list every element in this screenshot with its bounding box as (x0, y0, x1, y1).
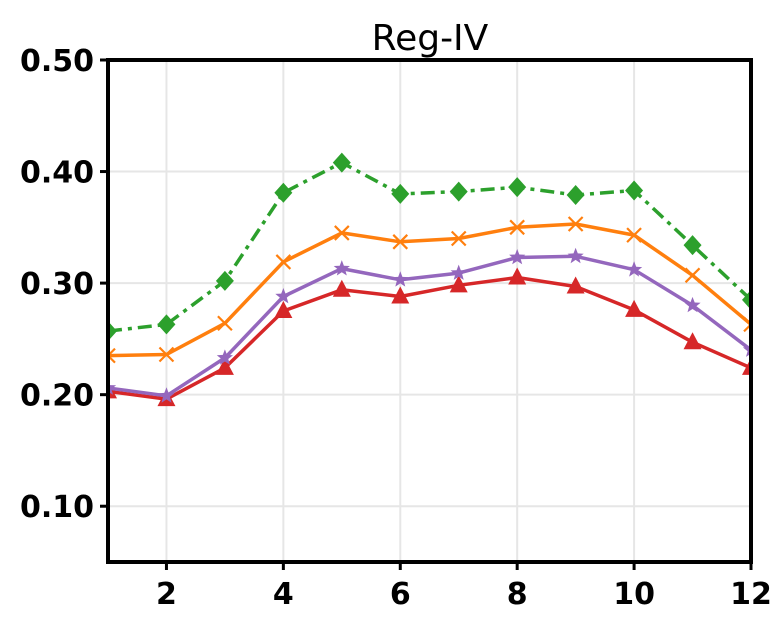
data-point-diamond (274, 182, 293, 203)
data-point-x (108, 347, 116, 364)
x-tick-label: 4 (273, 577, 294, 612)
plot-frame (106, 58, 753, 564)
data-point-triangle (449, 275, 468, 293)
x-tick-label: 8 (507, 577, 528, 612)
series-line (108, 254, 751, 398)
data-point-diamond (566, 184, 585, 205)
data-point-diamond (332, 152, 351, 173)
data-point-diamond (157, 314, 176, 335)
data-point-triangle (274, 301, 293, 318)
data-point-star (275, 288, 292, 304)
data-point-star (108, 379, 117, 395)
data-point-triangle (566, 276, 585, 294)
data-point-x (217, 315, 233, 332)
data-point-diamond (625, 180, 644, 201)
data-point-star (684, 296, 701, 313)
x-tick-label: 12 (730, 577, 772, 612)
data-point-x (334, 225, 350, 241)
data-point-triangle (215, 357, 234, 375)
data-point-diamond (449, 181, 468, 202)
data-point-x (275, 254, 292, 270)
series-line (108, 275, 751, 401)
x-tick-label: 10 (613, 577, 655, 612)
data-point-diamond (508, 177, 527, 198)
data-point-x (684, 267, 701, 284)
data-point-diamond (391, 183, 410, 204)
y-tick-label: 0.40 (20, 156, 94, 191)
y-tick-label: 0.20 (20, 379, 94, 414)
data-point-diamond (683, 235, 702, 256)
data-point-star (216, 349, 233, 365)
data-point-star (158, 387, 175, 403)
data-point-diamond (215, 270, 234, 291)
data-point-x (743, 316, 751, 333)
data-point-star (626, 261, 643, 277)
data-point-x (392, 234, 409, 250)
data-point-star (333, 260, 350, 276)
series-group (108, 247, 751, 403)
data-point-x (567, 216, 584, 232)
data-point-star (392, 271, 409, 287)
data-point-triangle (742, 357, 751, 375)
data-point-star (567, 247, 584, 264)
data-point-diamond (742, 289, 751, 310)
data-point-triangle (508, 267, 527, 285)
series-group (108, 152, 751, 342)
data-point-x (450, 230, 467, 247)
axis-ticks: 2 4 6 8 10 12 0.10 0.20 0.30 0.40 0.50 (20, 44, 772, 612)
y-tick-label: 0.10 (20, 490, 94, 525)
chart-title: Reg-IV (372, 18, 489, 59)
data-point-diamond (108, 321, 117, 342)
y-tick-label: 0.50 (20, 44, 94, 79)
data-point-x (626, 227, 642, 243)
data-point-triangle (625, 299, 644, 317)
data-point-star (509, 249, 526, 265)
y-tick-label: 0.30 (20, 267, 94, 302)
data-point-star (742, 341, 751, 357)
data-point-x (509, 219, 525, 236)
data-point-star (450, 264, 467, 280)
grid-lines (108, 59, 752, 562)
series-layer (108, 152, 751, 407)
x-tick-label: 6 (390, 577, 411, 612)
x-tick-label: 2 (156, 577, 177, 612)
data-point-triangle (683, 332, 702, 350)
data-point-triangle (332, 279, 351, 297)
series-line (108, 160, 751, 333)
series-line (108, 222, 751, 358)
series-group (108, 216, 751, 364)
data-point-triangle (391, 286, 410, 304)
data-point-x (158, 346, 175, 363)
